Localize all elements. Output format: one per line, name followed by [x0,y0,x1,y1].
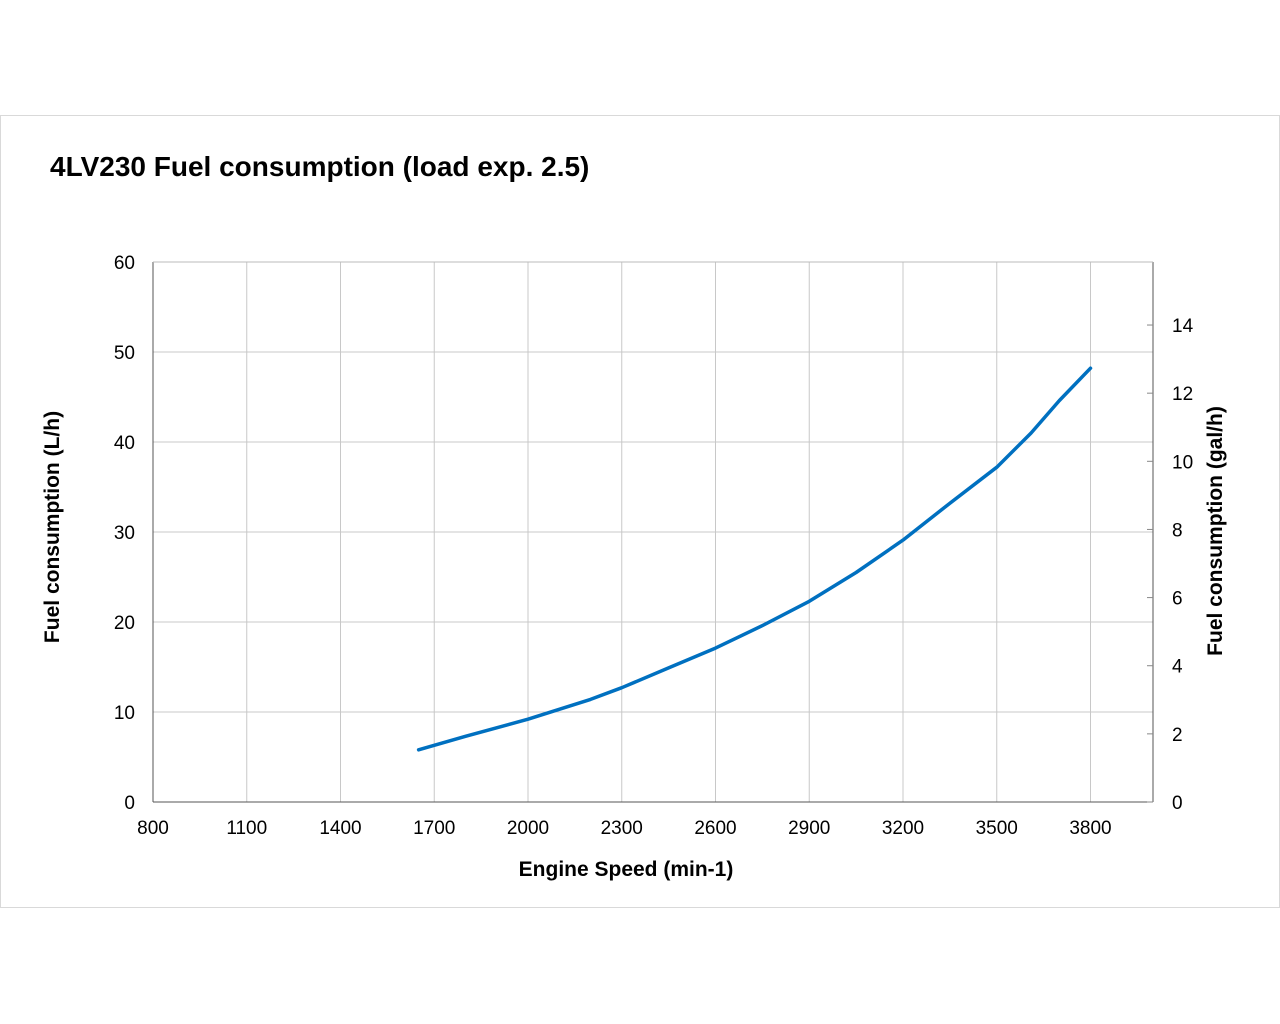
x-tick-label: 1100 [226,818,267,839]
y-tick-label: 40 [114,433,135,454]
series-line-fuel-consumption [416,366,1093,752]
x-tick-label: 800 [137,818,169,839]
y-tick-label: 50 [114,343,135,364]
y-tick-label: 60 [114,253,135,274]
y2-tick-label: 12 [1172,384,1193,405]
y-tick-label: 10 [114,703,135,724]
y-axis-label: Fuel consumption (L/h) [41,411,64,643]
x-tick-label: 1400 [319,818,361,839]
y2-axis-label: Fuel consumption (gal/h) [1204,406,1227,656]
x-tick-label: 2300 [601,818,643,839]
y2-tick-label: 6 [1172,589,1183,610]
x-axis-label: Engine Speed (min-1) [519,858,734,881]
chart-title: 4LV230 Fuel consumption (load exp. 2.5) [50,151,589,182]
y2-tick-label: 10 [1172,452,1193,473]
x-tick-label: 2000 [507,818,549,839]
y2-tick-label: 2 [1172,725,1183,746]
y2-tick-label: 0 [1172,793,1183,814]
y-tick-label: 0 [124,793,135,814]
x-tick-label: 3200 [882,818,924,839]
x-tick-label: 2900 [788,818,830,839]
y2-tick-label: 8 [1172,520,1183,541]
x-tick-label: 3800 [1069,818,1111,839]
x-tick-label: 2600 [694,818,736,839]
x-tick-label: 3500 [976,818,1018,839]
y-tick-label: 30 [114,523,135,544]
y-tick-label: 20 [114,613,135,634]
y2-tick-label: 14 [1172,316,1194,337]
x-tick-label: 1700 [413,818,455,839]
y2-tick-label: 4 [1172,657,1183,678]
